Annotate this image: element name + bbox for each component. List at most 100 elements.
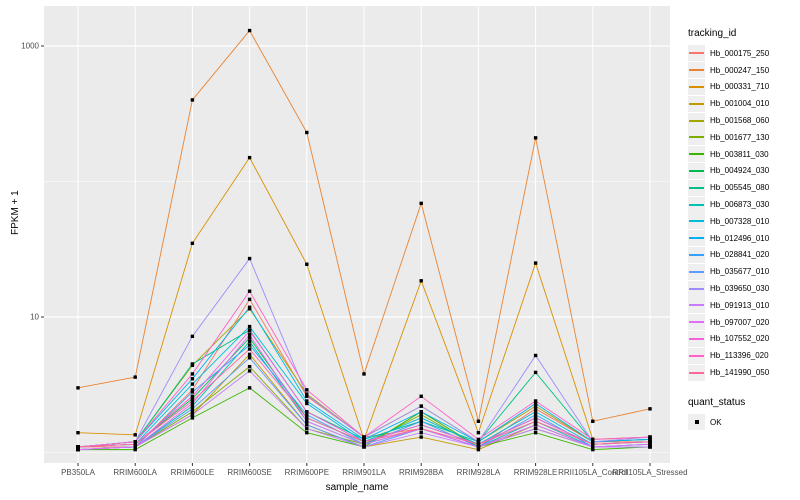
legend-item-Hb_113396_020: Hb_113396_020: [688, 347, 769, 364]
legend-item-Hb_035677_010: Hb_035677_010: [688, 263, 769, 280]
data-point: [247, 329, 252, 333]
data-point: [648, 407, 652, 411]
x-tick-label-RRIM928BA: RRIM928BA: [398, 468, 444, 477]
data-point: [247, 336, 252, 340]
data-point: [190, 388, 195, 392]
series-color-swatch: [689, 153, 704, 156]
data-point: [419, 413, 423, 417]
data-point: [190, 362, 195, 366]
data-point: [247, 343, 252, 347]
legend-item-Hb_001677_130: Hb_001677_130: [688, 129, 769, 146]
data-point: [419, 404, 423, 408]
data-point: [133, 433, 137, 437]
data-point: [362, 435, 366, 439]
legend-label: Hb_039650_030: [710, 284, 770, 294]
data-point: [133, 447, 137, 452]
data-point: [247, 28, 252, 33]
legend-key-line-icon: [688, 196, 705, 213]
data-point: [247, 256, 252, 261]
data-point: [476, 440, 481, 444]
data-point: [305, 130, 309, 135]
data-point: [362, 445, 366, 449]
data-point: [419, 201, 423, 206]
data-point: [533, 416, 538, 420]
legend-item-Hb_012496_010: Hb_012496_010: [688, 230, 769, 247]
data-point: [476, 442, 481, 446]
legend-item-Hb_028841_020: Hb_028841_020: [688, 246, 770, 264]
data-point: [419, 279, 423, 283]
square-marker: [694, 420, 699, 425]
data-point: [247, 289, 252, 293]
legend-key-line-icon: [688, 45, 705, 62]
data-point: [476, 430, 481, 435]
legend: tracking_id Hb_000175_250 Hb_000247_150 Hb…: [688, 28, 770, 431]
series-color-swatch: [689, 169, 704, 172]
x-axis-title: sample_name: [325, 482, 389, 493]
legend-item-Hb_007328_010: Hb_007328_010: [688, 213, 769, 230]
legend-title-tracking-id: tracking_id: [688, 28, 737, 39]
legend-key-line-icon: [688, 280, 705, 297]
data-point: [476, 447, 481, 452]
data-point: [305, 393, 309, 397]
data-point: [133, 445, 137, 449]
data-point: [133, 375, 137, 379]
plot-panel: [44, 6, 670, 463]
legend-key-line-icon: [688, 179, 705, 196]
legend-key-line-icon: [688, 230, 705, 247]
data-point: [476, 437, 481, 442]
data-point: [190, 334, 195, 339]
series-color-swatch: [689, 237, 704, 240]
data-point: [591, 419, 595, 423]
data-point: [190, 407, 195, 411]
series-color-swatch: [689, 186, 704, 189]
series-color-swatch: [689, 287, 704, 290]
data-point: [591, 445, 595, 449]
data-point: [305, 399, 309, 403]
series-color-swatch: [689, 253, 704, 256]
legend-item-Hb_001004_010: Hb_001004_010: [688, 95, 769, 112]
data-point: [419, 419, 423, 423]
y-tick-label: 1000: [21, 41, 39, 51]
data-point: [305, 416, 309, 420]
data-point: [648, 437, 652, 442]
data-point: [533, 407, 538, 411]
data-point: [362, 437, 366, 442]
legend-item-Hb_107552_020: Hb_107552_020: [688, 330, 769, 348]
data-point: [362, 442, 366, 446]
data-point: [533, 401, 538, 406]
data-point: [190, 241, 195, 245]
series-color-swatch: [689, 85, 704, 88]
legend-label: Hb_035677_010: [710, 267, 770, 277]
data-point: [419, 435, 423, 439]
data-point: [190, 404, 195, 408]
legend-key-line-icon: [688, 95, 705, 112]
data-point: [648, 442, 652, 446]
y-tick-label: 10: [30, 312, 39, 322]
data-point: [533, 370, 538, 375]
legend-key-line-icon: [688, 246, 705, 263]
data-point: [247, 352, 252, 357]
series-color-swatch: [689, 69, 704, 72]
legend-item-Hb_006873_030: Hb_006873_030: [688, 196, 769, 213]
legend-key-line-icon: [688, 364, 705, 381]
x-tick-label-PB350LA: PB350LA: [61, 468, 95, 477]
legend-item-quant-OK: OK: [688, 414, 769, 431]
data-point: [419, 394, 423, 398]
legend-key-line-icon: [688, 162, 705, 179]
data-point: [76, 445, 80, 449]
series-color-swatch: [689, 371, 704, 374]
data-point: [591, 447, 595, 452]
legend-section-quant-status: quant_status OK: [688, 397, 769, 431]
data-point: [247, 324, 252, 329]
data-point: [591, 442, 595, 446]
data-point: [533, 136, 538, 140]
data-point: [190, 399, 195, 403]
data-point: [305, 410, 309, 414]
data-point: [419, 410, 423, 414]
data-point: [533, 426, 538, 431]
data-point: [533, 410, 538, 414]
legend-title-quant-status: quant_status: [688, 396, 746, 408]
legend-label: Hb_028841_020: [710, 250, 770, 260]
data-point: [362, 440, 366, 444]
x-tick-label-RRIM600PE: RRIM600PE: [284, 468, 330, 477]
